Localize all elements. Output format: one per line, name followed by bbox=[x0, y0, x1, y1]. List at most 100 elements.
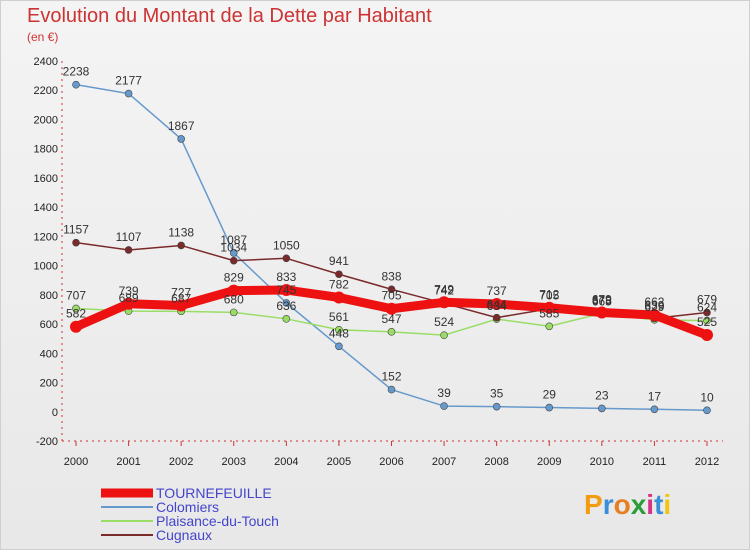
logo-letter: t bbox=[654, 489, 664, 520]
data-label: 448 bbox=[329, 326, 349, 340]
data-point bbox=[282, 254, 291, 263]
chart-title: Evolution du Montant de la Dette par Hab… bbox=[27, 5, 432, 27]
data-label: 17 bbox=[648, 389, 662, 403]
y-tick-label: 2400 bbox=[34, 56, 58, 68]
x-tick-label: 2011 bbox=[643, 456, 667, 468]
data-label: 1867 bbox=[168, 119, 195, 133]
data-label: 2177 bbox=[115, 74, 142, 88]
data-label: 687 bbox=[171, 291, 191, 305]
y-tick-label: 200 bbox=[40, 378, 58, 390]
data-point bbox=[387, 385, 396, 394]
x-tick-label: 2012 bbox=[695, 456, 719, 468]
y-tick-label: 2000 bbox=[34, 114, 58, 126]
data-label: 1050 bbox=[273, 238, 300, 252]
data-label: 23 bbox=[595, 388, 609, 402]
data-point bbox=[124, 89, 133, 98]
axes: -200 0 200 400 600 800 1000 1200 1400 1600 1800 200… bbox=[34, 56, 723, 468]
data-point bbox=[177, 135, 185, 143]
data-point bbox=[387, 328, 396, 336]
data-point bbox=[438, 296, 451, 309]
data-point bbox=[545, 403, 554, 412]
y-tick-label: 400 bbox=[40, 348, 58, 360]
data-label: 1107 bbox=[116, 230, 142, 244]
logo-letter: i bbox=[646, 489, 655, 520]
data-label: 29 bbox=[543, 388, 557, 402]
data-label: 547 bbox=[381, 312, 401, 326]
data-label: 524 bbox=[434, 315, 454, 329]
data-point bbox=[282, 315, 291, 323]
data-label: 35 bbox=[490, 387, 504, 401]
data-label: 629 bbox=[644, 300, 664, 314]
data-label: 680 bbox=[224, 292, 244, 306]
legend-label: Cugnaux bbox=[156, 527, 212, 543]
logo-letter: r bbox=[602, 489, 614, 520]
series-colomiers bbox=[72, 80, 711, 415]
y-tick-label: 1600 bbox=[34, 173, 58, 185]
data-label: 624 bbox=[697, 301, 717, 315]
y-tick-label: 2200 bbox=[34, 85, 58, 97]
data-label: 941 bbox=[329, 254, 349, 268]
data-point bbox=[387, 285, 396, 294]
legend: TOURNEFEUILLEColomiersPlaisance-du-Touch… bbox=[101, 485, 279, 543]
x-tick-label: 2008 bbox=[484, 456, 508, 468]
x-tick-label: 2000 bbox=[64, 456, 88, 468]
data-label: 782 bbox=[329, 277, 349, 291]
data-label: 745 bbox=[276, 283, 296, 297]
x-tick-label: 2004 bbox=[274, 456, 298, 468]
data-label: 1138 bbox=[168, 225, 194, 239]
data-point bbox=[229, 249, 238, 257]
y-tick-label: 1200 bbox=[34, 231, 58, 243]
data-point bbox=[440, 331, 448, 339]
data-point bbox=[70, 320, 82, 333]
y-tick-label: 0 bbox=[52, 407, 58, 419]
legend-label: Colomiers bbox=[156, 499, 219, 515]
data-point bbox=[122, 297, 135, 310]
logo-letter: x bbox=[630, 489, 647, 520]
data-point bbox=[492, 313, 501, 322]
x-tick-label: 2007 bbox=[432, 456, 456, 468]
y-tick-label: 800 bbox=[40, 290, 58, 302]
data-point bbox=[177, 241, 185, 250]
x-tick-label: 2003 bbox=[222, 456, 246, 468]
data-label: 39 bbox=[437, 386, 451, 400]
data-point bbox=[335, 325, 343, 334]
data-label: 1034 bbox=[220, 241, 247, 255]
x-tick-label: 2001 bbox=[116, 456, 140, 468]
data-label: 639 bbox=[644, 298, 664, 312]
data-label: 712 bbox=[539, 288, 559, 302]
data-point bbox=[598, 404, 606, 413]
data-point bbox=[595, 306, 608, 319]
data-label: 705 bbox=[381, 289, 401, 303]
data-point bbox=[335, 270, 343, 279]
data-label: 705 bbox=[539, 289, 559, 303]
data-point bbox=[229, 256, 238, 265]
data-label: 838 bbox=[381, 269, 401, 283]
data-label: 634 bbox=[487, 299, 507, 313]
data-point bbox=[72, 238, 80, 247]
data-label: 742 bbox=[434, 283, 454, 297]
data-label: 707 bbox=[66, 288, 86, 302]
data-point bbox=[701, 329, 713, 342]
y-tick-label: -200 bbox=[36, 436, 58, 448]
data-label: 525 bbox=[697, 315, 717, 329]
series-layer: 2238 2177 1867 1087 745 448 152 39 35 29 23 17 10 707… bbox=[63, 65, 717, 415]
logo-letter: P bbox=[584, 489, 603, 520]
proxiti-logo: Proxiti bbox=[584, 489, 671, 521]
data-label: 833 bbox=[276, 270, 296, 284]
data-point bbox=[72, 304, 80, 313]
data-label: 679 bbox=[592, 293, 612, 307]
data-point bbox=[703, 316, 711, 325]
data-label: 749 bbox=[434, 282, 454, 296]
data-point bbox=[648, 309, 661, 322]
series-tournefeuille bbox=[70, 284, 713, 342]
series-line bbox=[75, 83, 708, 412]
data-label: 10 bbox=[700, 390, 714, 404]
data-label: 679 bbox=[697, 293, 717, 307]
data-point bbox=[490, 298, 503, 311]
x-tick-label: 2006 bbox=[379, 456, 403, 468]
y-tick-label: 1400 bbox=[34, 202, 58, 214]
x-tick-label: 2009 bbox=[537, 456, 561, 468]
legend-label: TOURNEFEUILLE bbox=[156, 485, 272, 501]
